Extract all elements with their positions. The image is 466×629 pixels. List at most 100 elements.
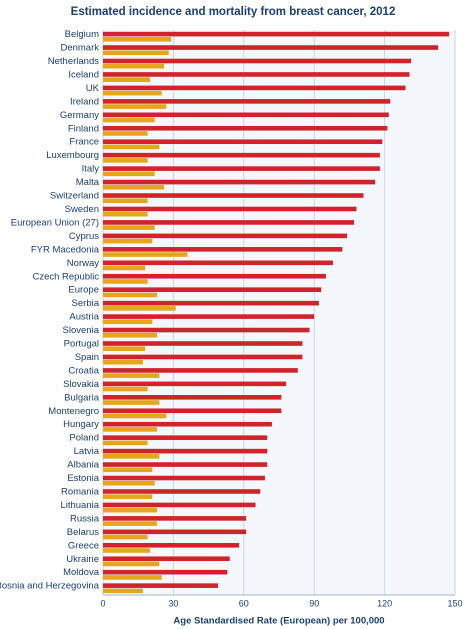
bar	[103, 77, 150, 82]
y-tick-label: Estonia	[67, 473, 99, 484]
bar	[103, 193, 364, 198]
bar	[103, 99, 391, 104]
y-tick-label: Poland	[69, 433, 99, 444]
y-tick-label: Ireland	[70, 96, 99, 107]
bar	[103, 287, 322, 292]
y-tick-label: France	[69, 137, 99, 148]
y-tick-label: Europe	[68, 285, 99, 296]
bar	[103, 306, 176, 311]
y-tick-label: Bulgaria	[64, 392, 100, 403]
y-tick-label: Slovakia	[63, 379, 100, 390]
bar	[103, 58, 412, 64]
bar	[103, 220, 355, 225]
bar	[103, 63, 165, 69]
bar	[103, 117, 155, 123]
bar	[103, 184, 165, 190]
y-tick-label: FYR Macedonia	[31, 244, 100, 255]
x-tick-label: 90	[309, 598, 319, 608]
bar	[103, 400, 160, 405]
y-tick-label: Montenegro	[48, 406, 99, 417]
bar	[103, 45, 439, 50]
bar	[103, 158, 148, 163]
bar	[103, 233, 348, 239]
y-tick-label: Romania	[61, 486, 100, 497]
y-tick-label: Denmark	[60, 43, 99, 54]
bar	[103, 319, 153, 325]
bar	[103, 454, 160, 459]
bar	[103, 265, 146, 271]
bar	[103, 238, 153, 244]
bar	[103, 31, 450, 37]
y-tick-label: Slovenia	[63, 325, 100, 336]
bar	[103, 131, 148, 136]
bar	[103, 50, 169, 56]
bar	[103, 225, 155, 230]
y-tick-label: Serbia	[72, 298, 100, 309]
bar	[103, 413, 167, 419]
bar	[103, 467, 153, 473]
bar	[103, 247, 343, 252]
x-tick-label: 60	[239, 598, 249, 608]
y-tick-label: UK	[86, 83, 100, 94]
bar	[103, 534, 148, 540]
bar	[103, 569, 228, 575]
x-tick-label: 150	[447, 598, 462, 608]
y-tick-label: Spain	[75, 352, 99, 363]
bar	[103, 72, 410, 77]
bar	[103, 300, 319, 306]
bar	[103, 279, 148, 284]
y-tick-label: Russia	[70, 513, 100, 524]
bar	[103, 125, 388, 131]
bar	[103, 144, 160, 150]
bar	[103, 507, 157, 513]
y-tick-label: Albania	[67, 460, 99, 471]
y-tick-label: Luxembourg	[46, 150, 99, 161]
bar	[103, 252, 188, 257]
bar	[103, 314, 315, 319]
bar	[103, 85, 406, 91]
y-tick-label: Hungary	[63, 419, 99, 430]
bar	[103, 548, 150, 553]
y-tick-label: Iceland	[68, 69, 99, 80]
bar	[103, 381, 287, 387]
bar	[103, 273, 326, 279]
y-tick-label: Germany	[60, 110, 99, 121]
bar	[103, 480, 155, 486]
y-tick-label: European Union (27)	[11, 217, 99, 228]
y-tick-label: Moldova	[63, 567, 100, 578]
bar	[103, 435, 268, 440]
y-tick-label: Belgium	[65, 29, 99, 40]
bar	[103, 556, 230, 562]
bar	[103, 341, 303, 346]
bar	[103, 211, 148, 217]
bar	[103, 448, 268, 454]
bar	[103, 542, 240, 548]
bar	[103, 516, 247, 521]
y-tick-label: Switzerland	[50, 191, 99, 202]
bar	[103, 112, 389, 118]
y-tick-label: Netherlands	[48, 56, 99, 67]
bar	[103, 260, 333, 266]
bar	[103, 332, 157, 338]
x-tick-label: 0	[100, 598, 105, 608]
bar	[103, 359, 143, 365]
y-tick-label: Norway	[67, 258, 99, 269]
bar	[103, 494, 153, 499]
bar	[103, 346, 146, 352]
bar	[103, 90, 162, 96]
bar	[103, 427, 157, 432]
bar	[103, 327, 310, 333]
y-tick-label: Sweden	[65, 204, 99, 215]
bar	[103, 373, 160, 378]
bar	[103, 575, 162, 580]
bar	[103, 292, 157, 298]
y-tick-label: Belarus	[67, 527, 99, 538]
bar	[103, 489, 261, 494]
y-tick-label: Finland	[68, 123, 99, 134]
bar	[103, 179, 376, 185]
x-tick-label: 120	[377, 598, 392, 608]
y-tick-label: Portugal	[64, 339, 99, 350]
bar	[103, 152, 380, 158]
y-tick-label: Greece	[68, 540, 99, 551]
